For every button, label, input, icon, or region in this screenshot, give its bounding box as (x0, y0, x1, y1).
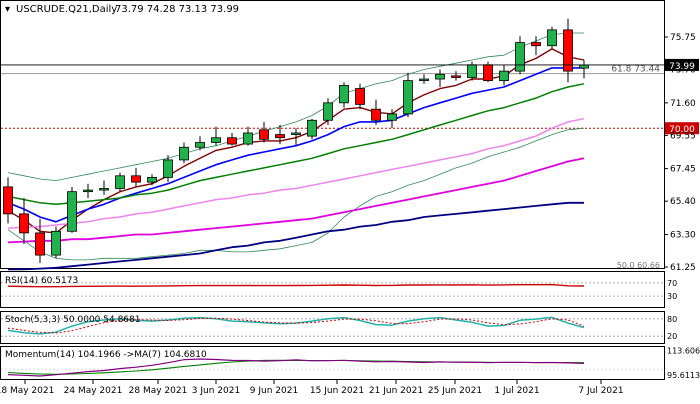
momentum-tick-label: 113.6063 (667, 347, 700, 356)
stoch-title: Stoch(5,3,3) 50.0000 54.8681 (5, 315, 140, 325)
candle-body (51, 230, 61, 256)
bottom-level-label: 50.0 60.66 (617, 261, 660, 270)
candle-body (147, 176, 157, 183)
candle-body (371, 108, 381, 121)
price-tick-label: 67.45 (670, 165, 696, 175)
candle-body (243, 132, 253, 145)
date-tick-label: 15 Jun 2021 (310, 386, 364, 396)
rsi-panel[interactable] (0, 271, 665, 308)
candle-body (323, 102, 333, 121)
price-tick-label: 71.60 (670, 99, 696, 109)
candle-body (451, 75, 461, 78)
candle-body (563, 29, 573, 72)
stoch-tick-label: 80 (667, 315, 677, 324)
stoch-tick-label: 20 (667, 332, 677, 341)
indicator-layer (1, 282, 664, 377)
candle-body (579, 64, 589, 69)
axis-layer: 70.0075.7573.7071.6069.5567.4565.4063.30… (0, 33, 700, 396)
candle-body (547, 29, 557, 47)
ema20-line (7, 83, 585, 206)
candle-body (531, 42, 541, 47)
candle-body (115, 175, 125, 189)
candle-body (163, 159, 173, 178)
stoch-panel[interactable] (0, 311, 665, 344)
level-70-tag (665, 122, 699, 135)
price-tick-label: 63.30 (670, 230, 696, 240)
candle-body (131, 175, 141, 183)
momentum-tick-label: 95.6113 (667, 371, 700, 380)
stoch-d-line (7, 317, 585, 334)
date-tick-label: 3 Jun 2021 (192, 386, 240, 396)
candle-body (483, 64, 493, 82)
candle-body (291, 132, 301, 135)
symbol-label: USCRUDE.Q21,Daily (16, 4, 117, 15)
date-tick-label: 21 Jun 2021 (369, 386, 423, 396)
candle-body (499, 70, 509, 82)
ema200-line (8, 201, 584, 271)
fib-level-label: 61.8 73.44 (611, 65, 660, 75)
momentum-line (7, 358, 585, 377)
bollinger-upper-line (7, 32, 584, 182)
ema100-line (7, 157, 585, 244)
candle-body (435, 73, 445, 80)
last-price-label: 73.99 (669, 62, 695, 72)
price-tick-label: 65.40 (670, 197, 696, 207)
candle-body (307, 119, 317, 137)
level-70-label: 70.00 (669, 125, 695, 135)
rsi-tick-label: 30 (667, 292, 677, 301)
candle-body (419, 78, 429, 82)
candle-body (227, 137, 237, 145)
candle-body (403, 80, 413, 115)
candle-body (195, 142, 205, 148)
last-price-tag (665, 58, 699, 71)
candle-body (211, 137, 221, 143)
momentum-title: Momentum(14) 104.1966 ->MA(7) 104.6810 (5, 350, 207, 360)
rsi-line (7, 283, 585, 288)
date-tick-label: 24 May 2021 (64, 386, 123, 396)
ema55-line (7, 117, 585, 229)
price-layer: 61.8 73.44 (1, 18, 664, 271)
candle-body (3, 186, 13, 215)
candle-body (275, 134, 285, 139)
date-tick-label: 9 Jun 2021 (250, 386, 298, 396)
candle-body (387, 113, 397, 121)
date-tick-label: 18 May 2021 (0, 386, 54, 396)
candle-body (179, 146, 189, 161)
candle-body (67, 191, 77, 232)
ohlc-readout: 73.79 74.28 73.13 73.99 (115, 4, 239, 15)
candle-body (467, 64, 477, 78)
date-tick-label: 25 Jun 2021 (428, 386, 482, 396)
candle-body (339, 84, 349, 104)
rsi-tick-label: 70 (667, 279, 677, 288)
candle-body (515, 42, 525, 72)
price-tick-label: 69.55 (670, 131, 696, 141)
candle-body (259, 129, 269, 140)
rsi-title: RSI(14) 60.5173 (5, 276, 78, 286)
candle-body (99, 188, 109, 191)
ema10-line (7, 67, 584, 223)
date-tick-label: 7 Jul 2021 (578, 386, 623, 396)
bollinger-lower-line (7, 127, 585, 261)
date-tick-label: 28 May 2021 (129, 386, 188, 396)
candle-body (19, 213, 29, 234)
candle-body (83, 189, 93, 193)
dropdown-arrow-icon[interactable]: ▾ (5, 4, 10, 15)
price-tick-label: 75.75 (670, 33, 696, 43)
price-tick-label: 61.25 (670, 263, 696, 273)
candle-body (355, 88, 365, 105)
date-tick-label: 1 Jul 2021 (494, 386, 539, 396)
candle-body (35, 232, 45, 256)
